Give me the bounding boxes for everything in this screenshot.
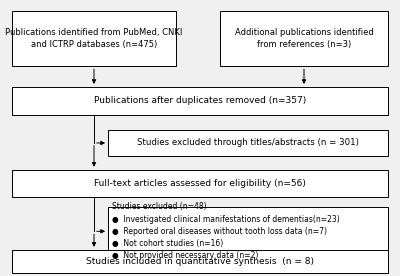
FancyBboxPatch shape [12,11,176,66]
FancyBboxPatch shape [108,207,388,255]
FancyBboxPatch shape [12,170,388,197]
Text: Publications identified from PubMed, CNKI
and ICTRP databases (n=475): Publications identified from PubMed, CNK… [5,28,183,49]
Text: Studies excluded through titles/abstracts (n = 301): Studies excluded through titles/abstract… [137,138,359,147]
Text: Publications after duplicates removed (n=357): Publications after duplicates removed (n… [94,96,306,105]
FancyBboxPatch shape [220,11,388,66]
Text: Studies included in quantitative synthesis  (n = 8): Studies included in quantitative synthes… [86,257,314,266]
Text: Studies excluded (n=48)
●  Investigated clinical manifestations of dementias(n=2: Studies excluded (n=48) ● Investigated c… [112,202,340,260]
Text: Full-text articles assessed for eligibility (n=56): Full-text articles assessed for eligibil… [94,179,306,188]
FancyBboxPatch shape [12,250,388,273]
FancyBboxPatch shape [108,130,388,156]
Text: Additional publications identified
from references (n=3): Additional publications identified from … [235,28,373,49]
FancyBboxPatch shape [12,87,388,115]
